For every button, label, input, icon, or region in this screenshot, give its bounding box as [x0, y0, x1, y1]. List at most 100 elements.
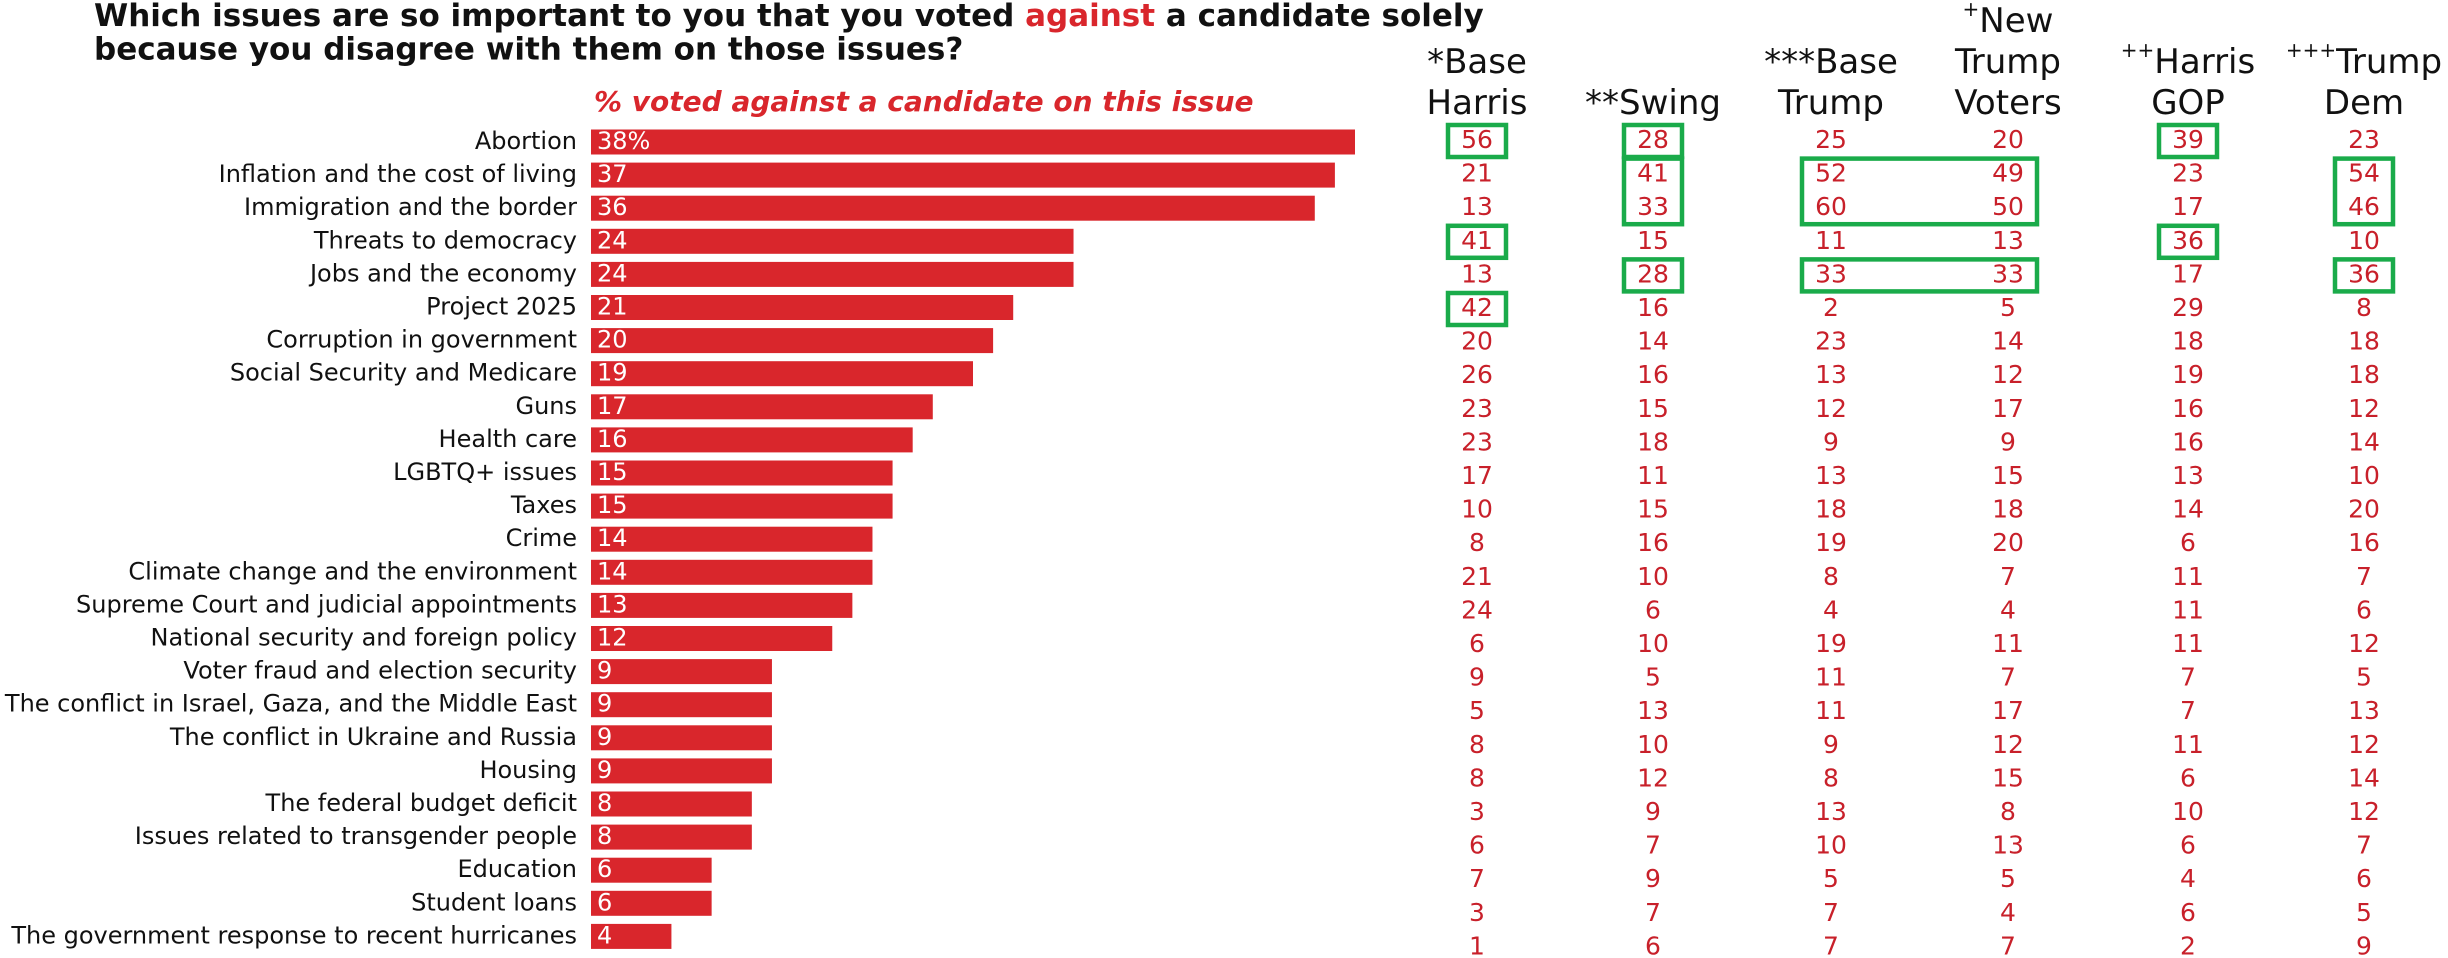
table-cell: 9 [1645, 864, 1661, 893]
table-cell: 10 [1815, 831, 1847, 860]
column-header: *Base [1427, 42, 1527, 82]
table-cell: 12 [2348, 629, 2380, 658]
table-cell: 20 [1992, 528, 2024, 557]
table-cell: 23 [1461, 394, 1493, 423]
table-cell: 7 [1645, 831, 1661, 860]
category-label: Taxes [510, 491, 577, 519]
table-cell: 15 [1637, 394, 1669, 423]
bar [591, 261, 1074, 287]
table-cell: 50 [1992, 192, 2024, 221]
table-cell: 7 [2356, 562, 2372, 591]
table-cell: 7 [1823, 931, 1839, 958]
table-cell: 8 [1823, 763, 1839, 792]
table-cell: 9 [1823, 427, 1839, 456]
value-label: 9 [597, 690, 612, 718]
table-cell: 28 [1637, 125, 1669, 154]
table-cell: 8 [1469, 528, 1485, 557]
title-part: a candidate solely [1155, 0, 1484, 34]
table-cell: 6 [2356, 864, 2372, 893]
table-cell: 5 [2356, 898, 2372, 927]
table-cell: 13 [1815, 360, 1847, 389]
table-cell: 18 [2348, 360, 2380, 389]
bar [591, 659, 772, 685]
table-cell: 16 [2172, 427, 2204, 456]
table-cell: 13 [1815, 797, 1847, 826]
table-cell: 18 [1815, 495, 1847, 524]
column-header-line: Swing [1619, 83, 1721, 123]
value-label: 24 [597, 259, 628, 287]
value-label: 20 [597, 326, 628, 354]
table-cell: 46 [2348, 192, 2380, 221]
table-cell: 10 [1461, 495, 1493, 524]
table-cell: 18 [1992, 495, 2024, 524]
table-cell: 7 [2180, 663, 2196, 692]
table-cell: 11 [2172, 595, 2204, 624]
category-label: Threats to democracy [313, 226, 577, 254]
column-header: Trump [1954, 42, 2061, 82]
category-label: Crime [506, 524, 577, 552]
table-cell: 4 [1823, 595, 1839, 624]
table-cell: 3 [1469, 797, 1485, 826]
category-label: Guns [515, 392, 577, 420]
table-cell: 49 [1992, 159, 2024, 188]
table-cell: 16 [1637, 360, 1669, 389]
category-label: National security and foreign policy [150, 624, 577, 652]
table-cell: 18 [2172, 327, 2204, 356]
table-cell: 7 [1645, 898, 1661, 927]
table-cell: 8 [1469, 730, 1485, 759]
table-cell: 5 [2356, 663, 2372, 692]
table-cell: 18 [2348, 327, 2380, 356]
bar [591, 195, 1315, 221]
category-label: Immigration and the border [244, 193, 577, 221]
table-cell: 23 [1815, 327, 1847, 356]
column-header-line: Trump [1954, 42, 2061, 82]
table-cell: 15 [1992, 763, 2024, 792]
category-label: LGBTQ+ issues [393, 458, 577, 486]
category-label: Student loans [411, 888, 577, 916]
table-cell: 8 [1823, 562, 1839, 591]
chart-subtitle: % voted against a candidate on this issu… [594, 85, 1254, 118]
table-cell: 6 [2180, 898, 2196, 927]
column-header: +New [1963, 0, 2054, 41]
highlight-box [1445, 223, 1509, 261]
table-cell: 14 [2348, 763, 2380, 792]
highlight-box [1445, 290, 1509, 328]
bar [591, 725, 772, 751]
table-cell: 6 [2180, 831, 2196, 860]
table-cell: 6 [2356, 595, 2372, 624]
highlight-box [1799, 156, 2040, 227]
table-cell: 2 [2180, 931, 2196, 958]
table-cell: 24 [1461, 595, 1493, 624]
table-cell: 6 [2180, 763, 2196, 792]
category-label: Social Security and Medicare [230, 359, 577, 387]
table-cell: 16 [1637, 293, 1669, 322]
column-header: ***Base [1764, 42, 1898, 82]
table-cell: 9 [2000, 427, 2016, 456]
table-cell: 16 [1637, 528, 1669, 557]
highlight-box [1445, 122, 1509, 160]
table-cell: 20 [1461, 327, 1493, 356]
value-label: 15 [597, 458, 628, 486]
title-highlight: against [1025, 0, 1155, 34]
table-cell: 16 [2348, 528, 2380, 557]
table-cell: 8 [1469, 763, 1485, 792]
value-label: 16 [597, 425, 628, 453]
column-header-line: Dem [2324, 83, 2404, 123]
category-label: The government response to recent hurric… [10, 921, 577, 949]
table-cell: 4 [2180, 864, 2196, 893]
value-label: 6 [597, 855, 612, 883]
table-cell: 10 [2348, 226, 2380, 255]
table-cell: 36 [2348, 259, 2380, 288]
value-label: 19 [597, 359, 628, 387]
table-cell: 16 [2172, 394, 2204, 423]
table-cell: 39 [2172, 125, 2204, 154]
table-cell: 1 [1469, 931, 1485, 958]
table-cell: 8 [2000, 797, 2016, 826]
table-cell: 26 [1461, 360, 1493, 389]
table-cell: 10 [2348, 461, 2380, 490]
column-header-mark: +++ [2286, 38, 2336, 62]
table-cell: 8 [2356, 293, 2372, 322]
chart-title: Which issues are so important to you tha… [94, 0, 1484, 34]
column-header-line: Harris [2154, 42, 2255, 82]
column-header-mark: ++ [2121, 38, 2155, 62]
